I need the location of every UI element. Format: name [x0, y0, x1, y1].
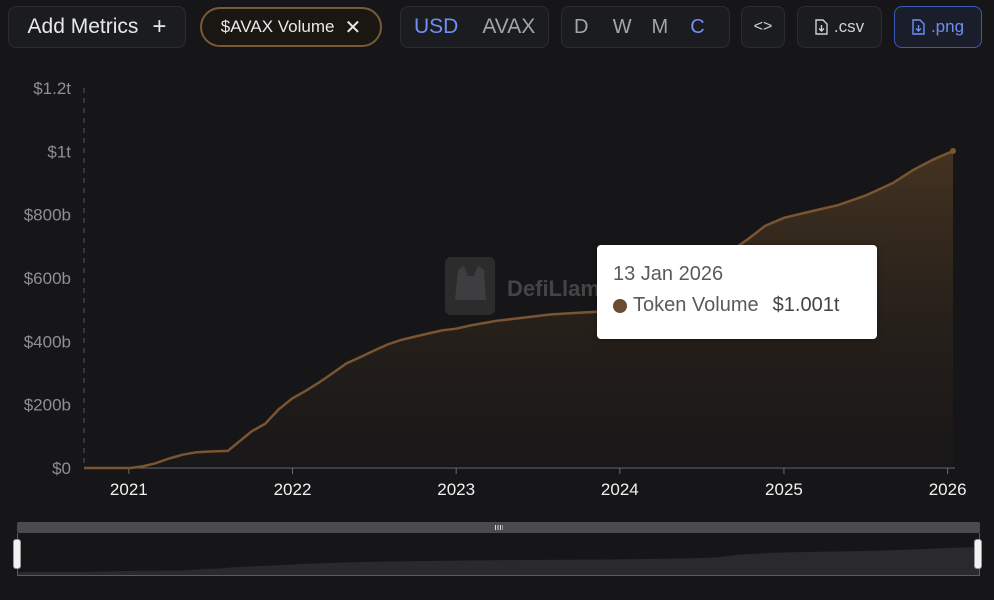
image-download-icon: [912, 19, 925, 35]
metric-chip-label: $AVAX Volume: [220, 17, 335, 36]
period-toggle: D W M C: [561, 6, 730, 48]
y-tick-label: $1.2t: [33, 79, 71, 98]
series-color-dot: [613, 298, 627, 313]
file-download-icon: [815, 19, 828, 35]
watermark-text: DefiLlama: [507, 276, 613, 301]
slider-track[interactable]: [17, 522, 980, 533]
currency-option-avax[interactable]: AVAX: [482, 15, 536, 38]
csv-label: .csv: [833, 17, 865, 36]
x-tick-label: 2024: [601, 480, 639, 499]
toolbar: Add Metrics + $AVAX Volume ✕ USD AVAX D …: [0, 0, 994, 56]
defillama-watermark: DefiLlama: [445, 257, 613, 315]
add-metrics-button[interactable]: Add Metrics +: [8, 6, 186, 48]
hover-point: [950, 148, 956, 155]
tooltip-row: Token Volume $1.001t: [613, 294, 877, 317]
y-axis: $0 $200b $400b $600b $800b $1t $1.2t: [24, 79, 72, 478]
png-label: .png: [930, 17, 965, 36]
currency-option-usd[interactable]: USD: [414, 15, 459, 38]
x-axis: 2021 2022 2023 2024 2025 2026: [84, 467, 967, 499]
period-option-monthly[interactable]: M: [651, 15, 669, 38]
period-option-cumulative[interactable]: C: [690, 15, 705, 38]
download-csv-button[interactable]: .csv: [797, 6, 882, 48]
x-tick-label: 2021: [110, 480, 148, 499]
volume-line: [84, 149, 954, 470]
slider-left-handle[interactable]: [13, 539, 21, 569]
period-option-daily[interactable]: D: [574, 15, 589, 38]
y-tick-label: $400b: [24, 332, 71, 351]
y-tick-label: $1t: [47, 142, 71, 161]
y-tick-label: $600b: [24, 269, 71, 288]
close-icon[interactable]: ✕: [344, 16, 362, 39]
tooltip-value: $1.001t: [772, 294, 840, 316]
y-tick-label: $200b: [24, 396, 71, 415]
tooltip-series-name: Token Volume: [633, 294, 759, 316]
cumulative-volume-chart[interactable]: DefiLlama $0 $200b $400b $600b $800b $1t $1.2t…: [0, 0, 994, 520]
currency-toggle: USD AVAX: [400, 6, 549, 48]
y-tick-label: $800b: [24, 206, 71, 225]
x-tick-label: 2022: [274, 480, 312, 499]
slider-grip-icon[interactable]: [495, 525, 503, 530]
llama-logo-icon: [445, 257, 495, 315]
tooltip-date: 13 Jan 2026: [613, 263, 724, 285]
chart-tooltip: 13 Jan 2026 Token Volume $1.001t: [597, 245, 877, 339]
slider-right-handle[interactable]: [974, 539, 982, 569]
slider-preview: [18, 547, 979, 575]
download-png-button[interactable]: .png: [894, 6, 982, 48]
y-tick-label: $0: [52, 459, 71, 478]
period-option-weekly[interactable]: W: [612, 15, 632, 38]
range-slider[interactable]: [13, 522, 982, 578]
x-tick-label: 2026: [929, 480, 967, 499]
code-icon: <>: [753, 18, 773, 35]
x-tick-label: 2025: [765, 480, 803, 499]
plus-icon: +: [152, 13, 167, 40]
slider-window[interactable]: [17, 533, 980, 576]
volume-area: [84, 151, 953, 468]
metric-chip[interactable]: $AVAX Volume ✕: [200, 7, 382, 47]
add-metrics-label: Add Metrics: [27, 15, 139, 38]
embed-button[interactable]: <>: [741, 6, 785, 48]
x-tick-label: 2023: [437, 480, 475, 499]
